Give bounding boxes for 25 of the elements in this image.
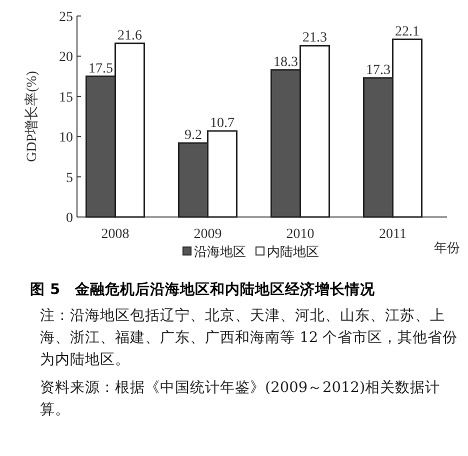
text: 资料来源：根据《中国统计年鉴》(2009～2012)相关数据计算。: [40, 379, 442, 420]
y-tick-label: 10: [59, 130, 73, 146]
x-tick-label: 2009: [194, 227, 222, 242]
data-label: 22.1: [395, 24, 420, 40]
y-tick-label: 25: [59, 10, 73, 25]
data-label: 21.6: [118, 28, 142, 44]
text: 图 5 金融危机后沿海地区和内陆地区经济增长情况: [30, 280, 376, 299]
legend-label: 内陆地区: [267, 244, 319, 259]
data-label: 9.2: [184, 128, 202, 144]
x-tick-label: 2010: [286, 227, 314, 242]
x-tick-label: 2008: [101, 227, 130, 242]
data-label: 18.3: [274, 54, 298, 70]
y-tick-label: 0: [66, 211, 73, 226]
y-tick-label: 5: [66, 170, 73, 186]
data-label: 17.5: [88, 61, 113, 76]
data-label: 17.3: [366, 62, 390, 78]
legend-label: 沿海地区: [194, 244, 246, 259]
y-tick-label: 20: [59, 50, 73, 66]
x-axis-title: 年份: [434, 240, 460, 255]
y-tick-label: 15: [59, 90, 73, 106]
data-label: 10.7: [210, 116, 234, 131]
y-axis-title: GDP增长率(%): [24, 70, 40, 162]
text: 注：沿海地区包括辽宁、北京、天津、河北、山东、江苏、上海、浙江、福建、广东、广西和海南等 12 个省市区，其他省份为内陆地区。: [40, 306, 459, 370]
x-tick-label: 2011: [379, 227, 406, 242]
data-label: 21.3: [302, 30, 327, 46]
